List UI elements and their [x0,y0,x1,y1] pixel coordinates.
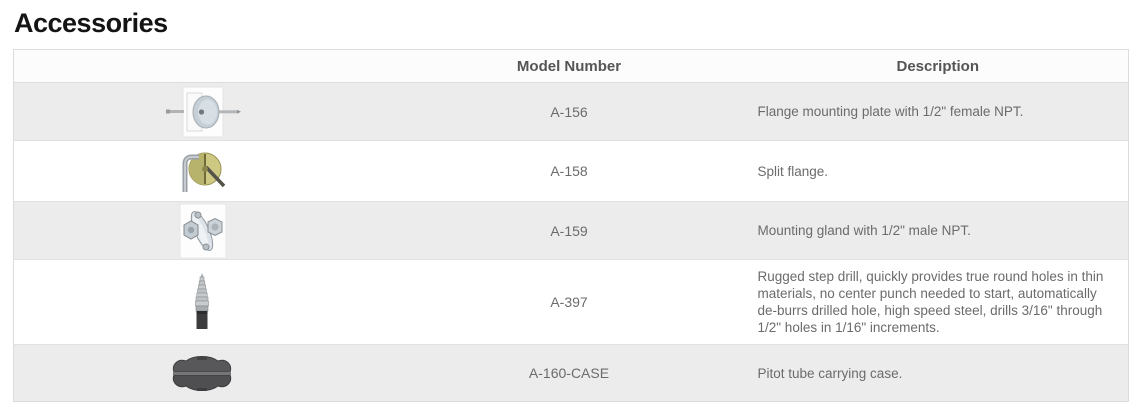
model-number-cell: A-158 [390,140,748,202]
page-title: Accessories [14,8,168,38]
step-drill-image [189,271,215,333]
table-row-a159: A-159 Mounting gland with 1/2" male NPT. [13,201,1129,260]
model-number-cell: A-159 [390,201,748,260]
table-row-a156: A-156 Flange mounting plate with 1/2" fe… [13,82,1129,141]
model-number-cell: A-156 [550,103,588,120]
table-header-row: Model Number Description [13,49,1129,83]
description-cell: Split flange. [747,140,1129,202]
product-image-cell [13,259,391,345]
flange-mounting-plate-image [163,85,242,139]
pitot-tube-carrying-case-image [165,352,239,394]
model-number-cell: A-397 [390,259,748,345]
product-image-cell [13,140,391,202]
description-cell: Flange mounting plate with 1/2" female N… [757,104,1024,119]
accessories-table: Model Number Description [13,49,1129,402]
table-row-a160case: A-160-CASE Pitot tube carrying case. [13,344,1129,402]
split-flange-image [163,144,241,198]
accessories-section: Accessories Model Number Description [0,8,1141,402]
header-description: Description [747,49,1129,83]
table-row-a158: A-158 Split flange. [13,140,1129,202]
product-image-cell [14,83,391,141]
product-image-cell [13,201,391,260]
description-cell: Rugged step drill, quickly provides true… [747,259,1129,345]
product-image-cell [13,344,391,402]
mounting-gland-image [165,203,239,259]
header-model-number: Model Number [390,49,748,83]
description-cell: Pitot tube carrying case. [747,344,1129,402]
header-image-column [13,49,391,83]
description-cell: Mounting gland with 1/2" male NPT. [747,201,1129,260]
table-row-a397: A-397 Rugged step drill, quickly provide… [13,259,1129,345]
model-number-cell: A-160-CASE [390,344,748,402]
